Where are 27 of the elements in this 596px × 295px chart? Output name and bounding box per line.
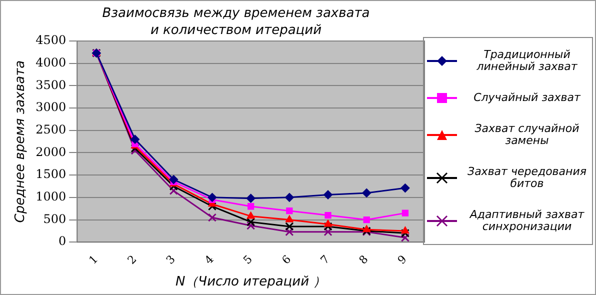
y-tick-label: 3500 bbox=[36, 78, 66, 92]
y-tick-label: 2500 bbox=[36, 122, 66, 137]
y-tick-label: 1500 bbox=[36, 167, 66, 182]
x-tick-label: 3 bbox=[164, 252, 178, 267]
y-tick-label: 3000 bbox=[36, 100, 66, 114]
y-tick-label: 4500 bbox=[36, 33, 66, 48]
y-tick-label: 0 bbox=[58, 234, 66, 248]
x-tick-label: 8 bbox=[356, 252, 371, 267]
x-tick-label: 9 bbox=[395, 252, 410, 267]
y-tick-label: 2000 bbox=[36, 144, 66, 159]
x-tick-label: 5 bbox=[240, 252, 255, 267]
x-tick-label: 2 bbox=[125, 252, 140, 267]
x-tick-label: 4 bbox=[202, 252, 216, 267]
y-tick-label: 500 bbox=[43, 212, 66, 226]
x-tick-label: 7 bbox=[318, 252, 332, 267]
y-axis-title: Среднее время захвата bbox=[13, 60, 28, 223]
y-tick-label: 1000 bbox=[36, 190, 66, 204]
text: Традиционный линейный захват bbox=[476, 48, 578, 73]
legend-label: Захват чередования битов bbox=[466, 165, 588, 190]
chart-title: Взаимосвязь между временем захвата и количеством итераций bbox=[101, 5, 371, 39]
x-tick-label: 1 bbox=[86, 252, 101, 267]
legend-label: Захват случайной замены bbox=[474, 122, 580, 147]
x-tick-label: 6 bbox=[279, 252, 294, 267]
legend-label: Адаптивный захват синхронизации bbox=[468, 208, 586, 234]
legend-label: Случайный захват bbox=[472, 90, 582, 104]
x-axis-title: N（Число итераций ） bbox=[175, 274, 326, 290]
y-tick-label: 4000 bbox=[36, 55, 66, 70]
